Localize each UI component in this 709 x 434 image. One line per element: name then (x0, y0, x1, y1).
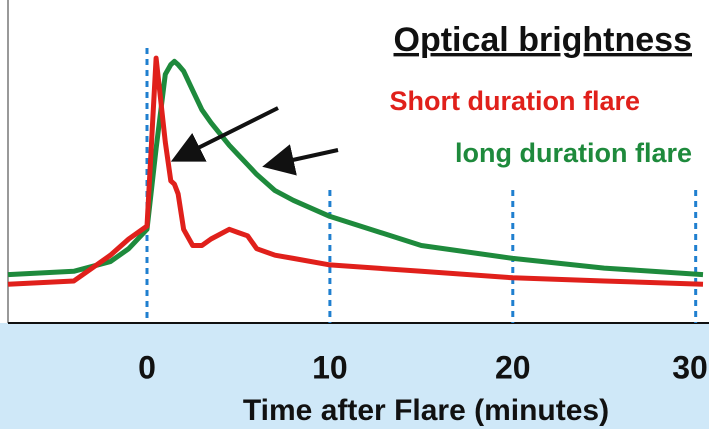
x-tick-label: 30 (672, 349, 708, 385)
axis-band (0, 323, 709, 429)
chart-title: Optical brightness (394, 21, 693, 59)
x-tick-label: 20 (495, 349, 531, 385)
data-line (7, 58, 704, 278)
x-axis-label: Time after Flare (minutes) (243, 394, 609, 427)
annotation: long duration flare (455, 138, 692, 168)
x-tick-label: 10 (312, 349, 348, 385)
arrow (170, 106, 279, 162)
arrow (262, 144, 339, 176)
x-tick-label: 0 (138, 349, 156, 385)
annotation: Short duration flare (389, 86, 640, 116)
data-line (7, 55, 704, 287)
